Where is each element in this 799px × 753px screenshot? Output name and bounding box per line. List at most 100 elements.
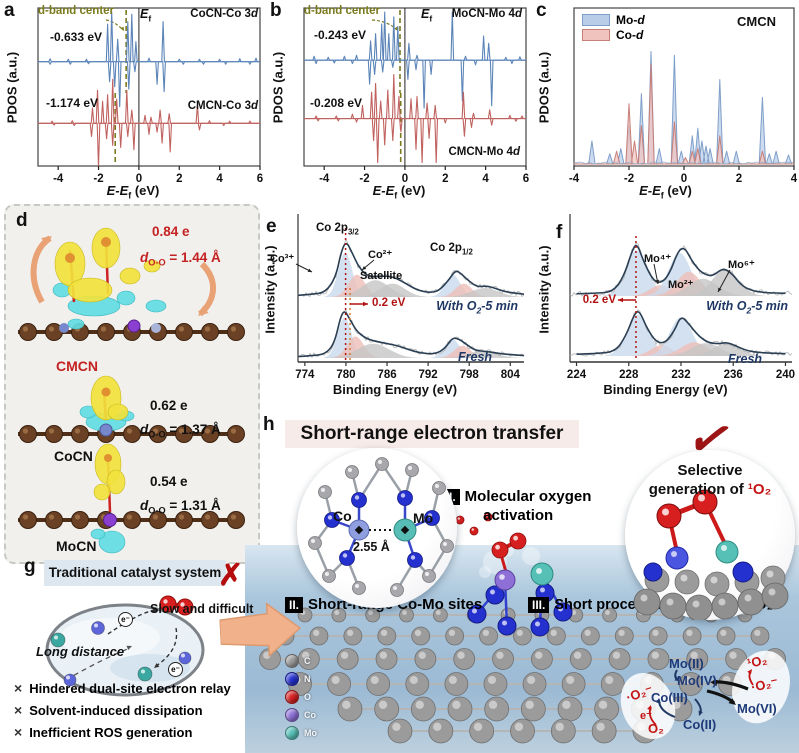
svg-text:6: 6 <box>523 173 529 185</box>
peak-label-co2p32: Co 2p3/2 <box>316 222 359 237</box>
legend-item-o: O <box>285 688 317 706</box>
svg-text:774: 774 <box>295 369 315 381</box>
peak-label-co2p12: Co 2p1/2 <box>430 242 473 257</box>
x-axis-label: E-Ef (eV) <box>372 183 426 201</box>
distance-cocn: dO-O = 1.37 Å <box>140 422 221 440</box>
svg-text:-2: -2 <box>93 173 103 185</box>
svg-text:228: 228 <box>619 369 639 381</box>
selective-generation-inset: Selective generation of ¹O₂ <box>625 450 795 620</box>
y-axis-label: PDOS (a.u.) <box>4 51 20 124</box>
panel-title: Short-range electron transfer <box>300 423 564 444</box>
distance-mocn: dO-O = 1.31 Å <box>140 498 221 516</box>
svg-text:0: 0 <box>136 173 142 185</box>
cycle-mo4: Mo(IV) <box>677 673 717 688</box>
svg-text:-2: -2 <box>624 173 634 185</box>
x-axis-label: Binding Energy (eV) <box>603 382 728 397</box>
system-label: CMCN <box>737 14 776 29</box>
cycle-electron: e⁻ <box>640 710 652 722</box>
graphene-sheet-art <box>259 512 786 744</box>
y-axis-label: Intensity (a.u.) <box>536 245 552 334</box>
legend-swatch-co <box>582 28 610 41</box>
svg-text:236: 236 <box>724 369 743 381</box>
step-1: I. Molecular oxygen activation <box>445 488 591 524</box>
svg-text:-4: -4 <box>569 173 580 185</box>
x-axis-label: E-Ef (eV) <box>639 183 692 201</box>
panel-letter: h <box>263 414 275 435</box>
dband-value-top: -0.243 eV <box>314 28 367 42</box>
panel-letter: e <box>266 216 277 237</box>
legend-item-c: C <box>285 652 317 670</box>
panel-letter: g <box>24 556 36 577</box>
condition-label-top: With O2-5 min <box>706 299 788 316</box>
charge-cmcn: 0.84 e <box>152 224 190 239</box>
svg-text:804: 804 <box>501 369 521 381</box>
cycle-co2: Co(II) <box>683 717 717 732</box>
step-3-number: III. <box>528 597 550 613</box>
panel-f: 224 228 232 236 240 f Mo⁴⁺ Mo²⁺ Mo⁶⁺ 0.2 eV … <box>532 200 799 400</box>
mo-atom-icon <box>285 726 299 740</box>
charge-density-art <box>18 227 245 554</box>
panel-g: g Traditional catalyst system ✗ e⁻ e⁻ Lo… <box>0 556 280 753</box>
legend-item-mo: Mo-d <box>582 12 645 27</box>
selective-line1: Selective <box>677 462 743 479</box>
svg-text:798: 798 <box>460 369 480 381</box>
legend-item-n: N <box>285 670 317 688</box>
svg-text:780: 780 <box>336 369 355 381</box>
mo-atom-label: Mo <box>413 510 434 526</box>
panel-letter: b <box>270 0 282 21</box>
selective-line2: generation of ¹O₂ <box>648 481 772 498</box>
pdos-chart-b: -4 -2 0 2 4 6 <box>303 7 529 185</box>
co-mo-distance-label: 2.55 Å <box>353 540 390 554</box>
dband-center-label: d-band center <box>38 5 115 17</box>
cycle-o2: O₂ <box>648 721 664 736</box>
charge-mocn: 0.54 e <box>150 474 188 489</box>
pdos-chart-c: -4 -2 0 2 4 <box>569 7 798 185</box>
svg-text:4: 4 <box>791 173 798 185</box>
fermi-label: Ef <box>140 7 152 24</box>
y-axis-label: PDOS (a.u.) <box>536 51 552 124</box>
svg-text:4: 4 <box>482 173 489 185</box>
atom-legend: C N O Co Mo <box>285 652 317 742</box>
title-banner: Short-range electron transfer <box>285 420 579 448</box>
svg-text:-4: -4 <box>319 173 330 185</box>
legend-item-co: Co-d <box>582 27 645 42</box>
svg-text:224: 224 <box>567 369 587 381</box>
drawback-item: × Inefficient ROS generation <box>14 724 193 740</box>
fermi-label: Ef <box>421 7 433 24</box>
y-axis-label: PDOS (a.u.) <box>270 51 286 124</box>
curve-label-bottom: CMCN-Mo 4d <box>448 146 520 158</box>
condition-label-top: With O2-5 min <box>436 299 518 316</box>
panel-d: d 0.84 e dO-O = 1.44 Å CMCN 0.62 e dO-O … <box>4 204 260 564</box>
slow-difficult-label: Slow and difficult <box>150 602 254 616</box>
panel-title: Traditional catalyst system <box>48 565 222 580</box>
svg-text:-2: -2 <box>359 173 369 185</box>
shift-label: 0.2 eV <box>582 294 616 306</box>
svg-text:2: 2 <box>176 173 182 185</box>
o-atom-icon <box>285 690 299 704</box>
panel-letter: c <box>536 0 547 21</box>
peak-label-mo2: Mo²⁺ <box>668 279 694 291</box>
step-1-text2: activation <box>483 507 554 524</box>
distance-cmcn: dO-O = 1.44 Å <box>140 250 221 268</box>
singlet-oxygen-label: ¹O₂ <box>747 481 772 498</box>
peak-label-mo6: Mo⁶⁺ <box>728 259 755 271</box>
svg-text:240: 240 <box>776 369 795 381</box>
y-axis-label: Intensity (a.u.) <box>262 245 278 334</box>
svg-text:2: 2 <box>736 173 742 185</box>
long-distance-label: Long distance <box>36 644 125 659</box>
condition-label-bottom: Fresh <box>458 350 493 364</box>
svg-text:232: 232 <box>671 369 690 381</box>
legend-item-co: Co <box>285 706 317 724</box>
cycle-mo6: Mo(VI) <box>737 701 777 716</box>
dband-value-bottom: -0.208 eV <box>310 96 363 110</box>
xps-chart-mo3d: 224 228 232 236 240 <box>567 214 795 381</box>
drawback-list: × Hindered dual-site electron relay × Solv… <box>14 680 231 746</box>
cycle-co3: Co(III) <box>651 690 688 705</box>
dband-center-label: d-band center <box>304 5 381 17</box>
system-name-cocn: CoCN <box>54 448 93 464</box>
svg-text:2: 2 <box>442 173 448 185</box>
system-name-mocn: MoCN <box>56 538 97 554</box>
comosite-structure-inset: Co Mo 2.55 Å <box>297 448 457 608</box>
drawback-item: × Solvent-induced dissipation <box>14 702 203 718</box>
